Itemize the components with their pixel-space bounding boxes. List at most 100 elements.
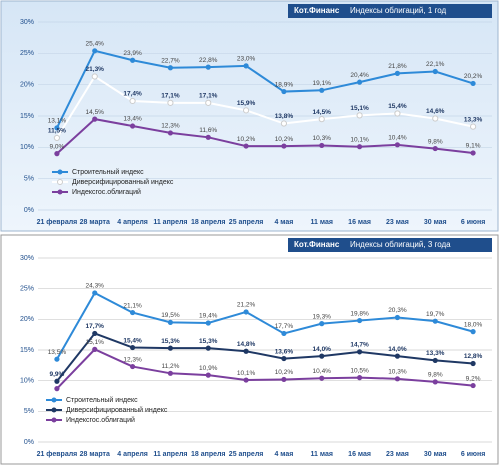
point (281, 330, 287, 337)
point (432, 318, 438, 324)
data-label: 10,1% (350, 136, 369, 143)
chart-title: Индексы облигаций, 3 года (350, 240, 451, 249)
data-label: 11,2% (161, 363, 179, 370)
x-tick-label: 16 мая (348, 219, 371, 226)
legend-label: Строительный индекс (66, 396, 138, 404)
point (167, 65, 174, 71)
point (432, 115, 439, 122)
data-label: 9,0% (50, 143, 65, 150)
x-tick-label: 6 июня (461, 451, 485, 458)
point (356, 349, 363, 355)
point (356, 112, 363, 119)
x-tick-label: 21 февраля (37, 219, 78, 226)
point (243, 63, 249, 69)
data-label: 14,5% (313, 109, 332, 116)
panel-2 (0, 234, 499, 465)
point (394, 142, 401, 148)
point (129, 57, 136, 63)
data-label: 17,1% (199, 93, 218, 100)
point (470, 360, 476, 367)
data-label: 9,8% (428, 138, 443, 145)
y-tick-label: 25% (20, 50, 34, 57)
data-label: 18,0% (464, 321, 483, 328)
data-label: 13,3% (426, 350, 445, 357)
point (129, 309, 136, 316)
y-tick-label: 0% (24, 439, 34, 446)
data-label: 10,2% (275, 369, 294, 376)
point (281, 88, 287, 95)
data-label: 14,8% (237, 341, 256, 348)
data-label: 10,4% (313, 368, 332, 375)
data-label: 22,1% (426, 61, 445, 68)
point (394, 70, 401, 76)
header-box (288, 238, 492, 252)
brand: Кот.Финанс (294, 240, 340, 249)
data-label: 10,2% (237, 136, 256, 143)
point (167, 345, 174, 351)
header-box (288, 4, 492, 18)
point (53, 134, 61, 142)
point (92, 116, 98, 122)
data-label: 13,1% (48, 118, 67, 125)
data-label: 9,8% (428, 372, 443, 379)
data-label: 15,1% (350, 105, 369, 112)
point (129, 123, 136, 129)
data-label: 19,3% (313, 313, 332, 320)
point (54, 386, 60, 392)
point (54, 125, 60, 131)
y-tick-label: 10% (20, 144, 34, 151)
point (281, 355, 287, 362)
point (205, 320, 211, 326)
data-label: 10,3% (388, 369, 407, 376)
data-label: 10,9% (199, 365, 218, 372)
data-label: 17,1% (161, 93, 180, 100)
point (469, 123, 477, 130)
series-line (56, 348, 474, 390)
x-tick-label: 30 мая (424, 451, 447, 458)
point (205, 345, 211, 351)
data-label: 13,5% (48, 349, 67, 356)
data-label: 10,5% (350, 367, 369, 374)
point (167, 130, 174, 136)
data-label: 13,3% (464, 116, 483, 123)
legend-label: Диверсифицированный индекс (66, 406, 168, 414)
point (92, 346, 98, 352)
data-label: 9,1% (466, 143, 481, 150)
legend-marker (51, 407, 57, 413)
data-label: 20,4% (350, 72, 369, 79)
data-label: 20,3% (388, 307, 407, 314)
data-label: 10,3% (313, 135, 332, 142)
data-label: 19,4% (199, 313, 218, 320)
point (205, 64, 211, 70)
point (54, 378, 60, 384)
data-label: 10,1% (237, 370, 256, 377)
point (319, 142, 325, 149)
data-label: 19,1% (313, 80, 332, 87)
point (470, 382, 476, 389)
data-label: 11,6% (199, 127, 217, 134)
data-label: 14,0% (388, 346, 407, 353)
point (243, 377, 249, 383)
data-label: 13,4% (123, 116, 142, 123)
point (129, 344, 136, 351)
point (394, 314, 401, 321)
chart-title: Индексы облигаций, 1 год (350, 6, 447, 15)
point (470, 329, 476, 335)
y-tick-label: 0% (24, 207, 34, 214)
series-line (56, 75, 474, 139)
data-label: 17,4% (123, 91, 142, 98)
point (129, 97, 136, 105)
data-label: 19,5% (161, 312, 180, 319)
x-tick-label: 23 мая (386, 219, 409, 226)
data-label: 12,3% (123, 356, 142, 363)
x-tick-label: 28 марта (80, 451, 110, 458)
x-tick-label: 18 апреля (191, 451, 226, 458)
x-tick-label: 4 мая (274, 451, 293, 458)
data-label: 14,6% (426, 108, 445, 115)
series-line (56, 332, 474, 382)
point (243, 348, 249, 354)
point (319, 353, 325, 359)
point (394, 376, 401, 382)
point (356, 144, 363, 150)
